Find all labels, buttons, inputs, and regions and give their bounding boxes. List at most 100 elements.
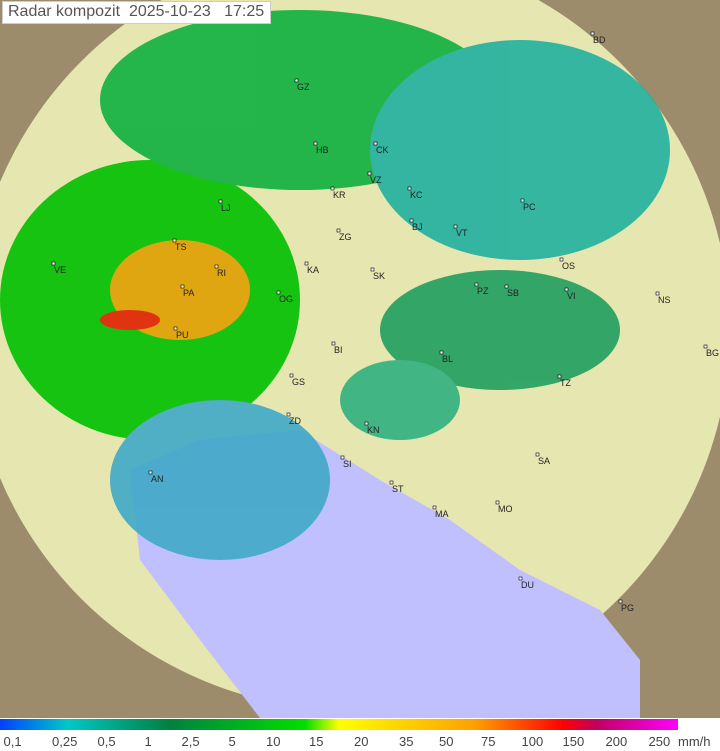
city-label: ZG xyxy=(339,232,352,242)
city-marker xyxy=(409,218,414,223)
city-marker xyxy=(331,341,336,346)
city-marker xyxy=(214,264,219,269)
city-marker xyxy=(495,500,500,505)
city-marker xyxy=(313,141,318,146)
city-marker xyxy=(520,198,525,203)
city-label: PU xyxy=(176,330,189,340)
city-marker xyxy=(453,224,458,229)
city-marker xyxy=(364,421,369,426)
city-label: GZ xyxy=(297,82,310,92)
city-marker xyxy=(590,31,595,36)
city-label: OS xyxy=(562,261,575,271)
city-label: OG xyxy=(279,294,293,304)
city-label: BD xyxy=(593,35,606,45)
legend-tick: 0,1 xyxy=(3,734,22,749)
city-label: AN xyxy=(151,474,164,484)
city-label: VZ xyxy=(370,175,382,185)
city-label: BG xyxy=(706,348,719,358)
city-label: SK xyxy=(373,271,385,281)
city-label: GS xyxy=(292,377,305,387)
city-marker xyxy=(289,373,294,378)
legend-tick: 10 xyxy=(266,734,281,749)
legend-tick: 150 xyxy=(562,734,585,749)
city-marker xyxy=(276,290,281,295)
city-label: SB xyxy=(507,288,519,298)
city-label: DU xyxy=(521,580,534,590)
city-label: RI xyxy=(217,268,226,278)
city-marker xyxy=(367,171,372,176)
city-marker xyxy=(173,326,178,331)
city-marker xyxy=(389,480,394,485)
city-label: PZ xyxy=(477,286,489,296)
legend-tick: 35 xyxy=(399,734,414,749)
city-label: KR xyxy=(333,190,346,200)
city-marker xyxy=(518,576,523,581)
legend-tick: 5 xyxy=(228,734,236,749)
city-marker xyxy=(180,284,185,289)
city-label: KN xyxy=(367,425,380,435)
city-label: VI xyxy=(567,291,576,301)
city-marker xyxy=(655,291,660,296)
city-label: CK xyxy=(376,145,389,155)
city-marker xyxy=(172,238,177,243)
city-label: PA xyxy=(183,288,194,298)
city-label: PG xyxy=(621,603,634,613)
legend-tick: 0,25 xyxy=(52,734,78,749)
radar-map[interactable]: BD GZ HB CK VZ KR KC LJ BJ VT PC ZG TS VE RI KA SK OS PZ SB… xyxy=(0,0,720,718)
legend-tick: 1 xyxy=(144,734,152,749)
city-label: KC xyxy=(410,190,423,200)
legend-tick: 100 xyxy=(521,734,544,749)
city-label: ZD xyxy=(289,416,301,426)
city-labels: BD GZ HB CK VZ KR KC LJ BJ VT PC ZG TS VE RI KA SK OS PZ SB… xyxy=(51,31,719,613)
city-label: BL xyxy=(442,354,453,364)
city-label: LJ xyxy=(221,203,231,213)
legend-unit: mm/h xyxy=(678,734,711,749)
city-marker xyxy=(218,199,223,204)
city-label: SA xyxy=(538,456,550,466)
city-marker xyxy=(370,267,375,272)
city-marker xyxy=(51,261,56,266)
city-marker xyxy=(557,374,562,379)
city-marker xyxy=(564,287,569,292)
city-marker xyxy=(618,599,623,604)
city-label: VE xyxy=(54,265,66,275)
city-marker xyxy=(535,452,540,457)
city-marker xyxy=(373,141,378,146)
legend-tick: 200 xyxy=(605,734,628,749)
city-marker xyxy=(148,470,153,475)
city-label: SI xyxy=(343,459,352,469)
city-label: VT xyxy=(456,228,468,238)
city-marker xyxy=(336,228,341,233)
city-label: HB xyxy=(316,145,329,155)
legend-tick: 15 xyxy=(309,734,324,749)
legend-tick: 0,5 xyxy=(97,734,116,749)
legend-tick: 250 xyxy=(648,734,671,749)
legend-tick: 2,5 xyxy=(181,734,200,749)
city-label: MO xyxy=(498,504,513,514)
city-marker xyxy=(703,344,708,349)
city-label: BJ xyxy=(412,222,423,232)
legend-tick: 20 xyxy=(354,734,369,749)
city-label: PC xyxy=(523,202,536,212)
city-marker xyxy=(504,284,509,289)
city-marker xyxy=(559,257,564,262)
color-scale-bar xyxy=(0,719,678,730)
city-label: BI xyxy=(334,345,343,355)
legend-tick: 50 xyxy=(439,734,454,749)
city-marker xyxy=(432,505,437,510)
city-marker xyxy=(330,186,335,191)
city-marker xyxy=(407,186,412,191)
city-marker xyxy=(474,282,479,287)
city-label: KA xyxy=(307,265,319,275)
city-marker xyxy=(340,455,345,460)
city-marker xyxy=(304,261,309,266)
city-label: MA xyxy=(435,509,449,519)
legend-labels: 0,1 0,25 0,5 1 2,5 5 10 15 20 35 50 75 100 150 200 250 m… xyxy=(0,734,720,751)
city-label: TS xyxy=(175,242,187,252)
city-marker xyxy=(294,78,299,83)
legend-tick: 75 xyxy=(481,734,496,749)
city-label: ST xyxy=(392,484,404,494)
city-marker xyxy=(286,412,291,417)
city-label: TZ xyxy=(560,378,571,388)
city-label: NS xyxy=(658,295,671,305)
